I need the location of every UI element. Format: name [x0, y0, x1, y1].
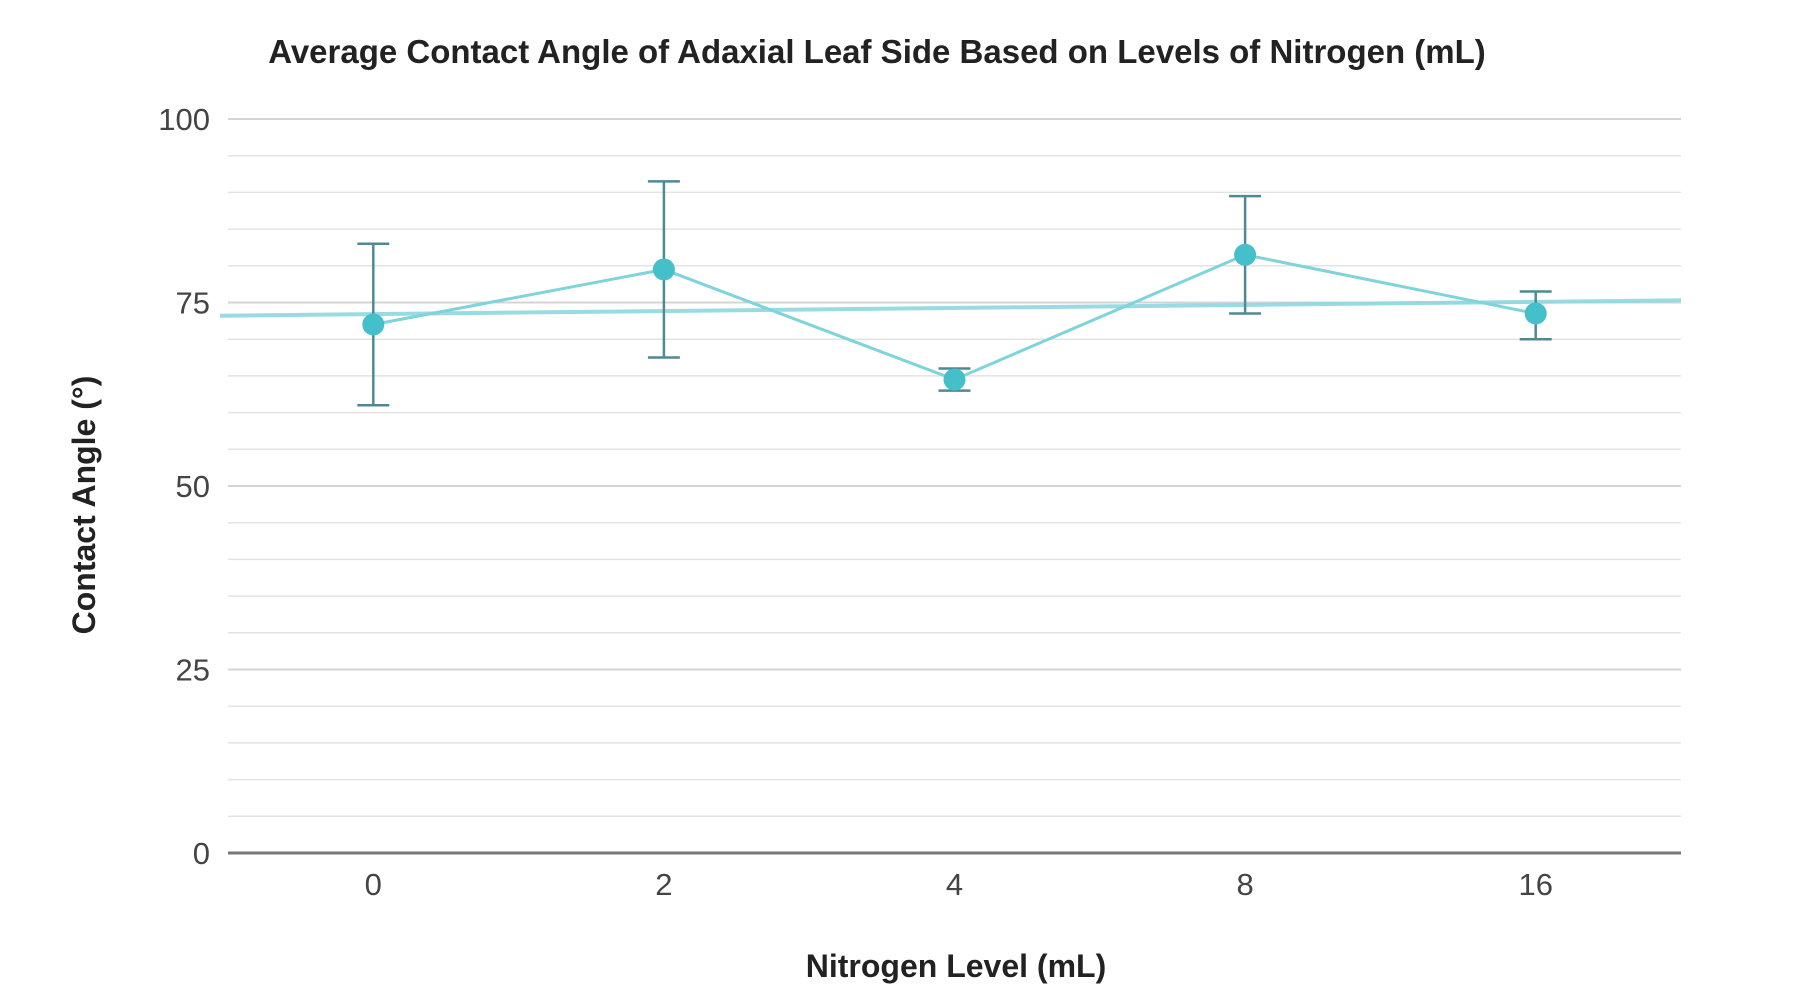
series-line [373, 253, 1536, 382]
data-point [1524, 302, 1547, 325]
data-point [943, 368, 966, 391]
x-axis-ticks: 0 2 4 8 16 [365, 867, 1553, 902]
x-tick-label: 4 [946, 867, 963, 902]
data-point [1234, 243, 1257, 266]
trendline-group [219, 298, 1682, 318]
y-axis-ticks: 0 25 50 75 100 [158, 102, 210, 871]
x-tick-label: 16 [1518, 867, 1552, 902]
x-tick-label: 2 [655, 867, 672, 902]
x-tick-label: 8 [1236, 867, 1253, 902]
y-tick-label: 0 [193, 836, 210, 871]
chart-title: Average Contact Angle of Adaxial Leaf Si… [268, 33, 1486, 70]
data-point [652, 258, 675, 281]
x-axis-label: Nitrogen Level (mL) [806, 948, 1106, 984]
y-tick-label: 25 [176, 653, 210, 688]
trendline [219, 298, 1682, 318]
y-axis-label: Contact Angle (°) [66, 376, 102, 635]
data-point [362, 313, 385, 336]
x-tick-label: 0 [365, 867, 382, 902]
y-tick-label: 75 [176, 286, 210, 321]
y-tick-label: 100 [158, 102, 210, 137]
series-group [362, 243, 1547, 391]
y-tick-label: 50 [176, 469, 210, 504]
grid [228, 118, 1681, 855]
